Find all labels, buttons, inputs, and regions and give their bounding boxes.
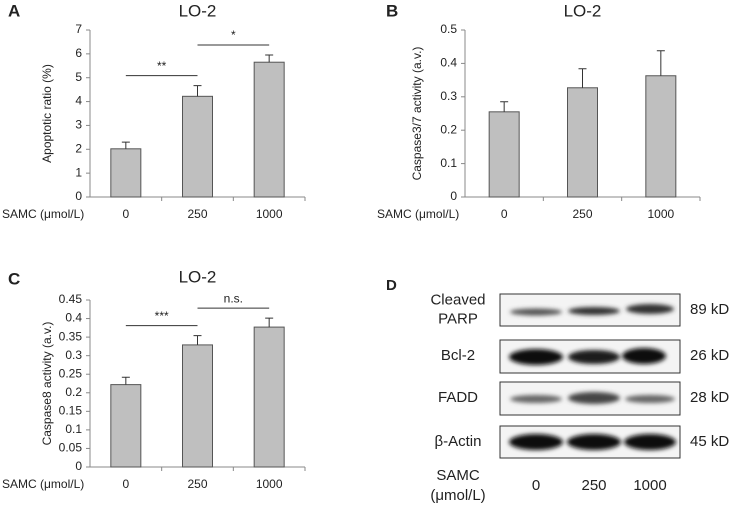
- x-tick-label: 250: [187, 207, 207, 221]
- chart-title: LO-2: [179, 1, 217, 20]
- x-tick-label: 0: [501, 207, 508, 221]
- blot-lane-label: 250: [581, 477, 606, 494]
- error-bar: [193, 335, 202, 345]
- y-tick-label: 0.2: [440, 122, 457, 136]
- blot-row-label: Cleaved: [430, 291, 485, 308]
- significance-label: *: [231, 28, 236, 42]
- y-tick-label: 0: [75, 459, 82, 473]
- chart-title: LO-2: [564, 1, 602, 20]
- significance-label: n.s.: [224, 291, 243, 305]
- y-tick-label: 0.15: [59, 404, 83, 418]
- error-bar: [265, 317, 274, 328]
- y-tick-label: 0.05: [59, 441, 83, 455]
- y-tick-label: 3: [75, 118, 82, 132]
- y-tick-label: 0.2: [65, 385, 82, 399]
- bar: [182, 344, 213, 468]
- significance-label: **: [157, 59, 167, 73]
- bar: [253, 61, 285, 198]
- y-tick-label: 7: [75, 22, 82, 36]
- blot-x-label: (μmol/L): [430, 487, 485, 504]
- y-tick-label: 0.25: [59, 366, 83, 380]
- y-tick-label: 0.4: [440, 56, 457, 70]
- blot-row-label: PARP: [438, 310, 478, 327]
- y-tick-label: 4: [75, 94, 82, 108]
- x-tick-label: 0: [122, 207, 129, 221]
- error-bar: [578, 68, 587, 88]
- x-tick-label: 250: [572, 207, 592, 221]
- panel-letter: A: [8, 1, 20, 20]
- blot-size-label: 26 kD: [690, 347, 729, 364]
- error-bar: [265, 54, 274, 63]
- y-tick-label: 0.5: [440, 22, 457, 36]
- y-tick-label: 5: [75, 70, 82, 84]
- y-tick-label: 6: [75, 46, 82, 60]
- x-tick-label: 0: [122, 477, 129, 491]
- y-tick-label: 0.1: [440, 156, 457, 170]
- blot-lane-label: 0: [532, 477, 540, 494]
- blot-row-label: FADD: [438, 389, 478, 406]
- x-axis-label: SAMC (μmol/L): [377, 207, 459, 221]
- blot-row-label: β-Actin: [435, 433, 482, 450]
- y-tick-label: 2: [75, 141, 82, 155]
- blot-lane-label: 1000: [633, 477, 666, 494]
- y-tick-label: 0.4: [65, 311, 82, 325]
- y-axis-label: Apoptotic ratio (%): [40, 64, 54, 163]
- y-tick-label: 0.3: [440, 89, 457, 103]
- y-tick-label: 0.45: [59, 292, 83, 306]
- x-axis-label: SAMC (μmol/L): [2, 477, 84, 491]
- y-tick-label: 0: [75, 189, 82, 203]
- y-tick-label: 0.3: [65, 348, 82, 362]
- panel-letter: C: [8, 269, 20, 288]
- blot-size-label: 28 kD: [690, 389, 729, 406]
- y-axis-label: Caspase3/7 activity (a.v.): [410, 47, 424, 181]
- y-tick-label: 1: [75, 165, 82, 179]
- error-bar: [121, 141, 130, 149]
- bar: [488, 111, 520, 198]
- chart-title: LO-2: [179, 267, 217, 286]
- western-blot: D Cleaved PARP 89 kD Bcl-2 26 kD FADD 28 kD β-A…: [386, 277, 729, 504]
- significance-label: ***: [155, 309, 169, 323]
- panel-letter: B: [386, 1, 398, 20]
- error-bar: [500, 101, 509, 112]
- y-tick-label: 0: [450, 189, 457, 203]
- y-tick-label: 0.35: [59, 329, 83, 343]
- x-tick-label: 1000: [256, 477, 283, 491]
- x-tick-label: 1000: [647, 207, 674, 221]
- error-bar: [193, 85, 202, 97]
- bar: [182, 95, 213, 198]
- y-axis-label: Caspase8 activity (a.v.): [40, 322, 54, 446]
- y-tick-label: 0.1: [65, 422, 82, 436]
- x-axis-label: SAMC (μmol/L): [2, 207, 84, 221]
- x-tick-label: 1000: [256, 207, 283, 221]
- error-bar: [121, 376, 130, 385]
- bands: [509, 304, 676, 450]
- blot-x-label: SAMC: [436, 467, 480, 484]
- bar: [567, 87, 598, 198]
- bar: [253, 326, 285, 468]
- bar: [645, 75, 677, 198]
- x-tick-label: 250: [187, 477, 207, 491]
- blot-size-label: 89 kD: [690, 301, 729, 318]
- blot-row-label: Bcl-2: [441, 347, 475, 364]
- error-bar: [656, 50, 665, 76]
- bar: [110, 384, 142, 468]
- bar: [110, 148, 142, 198]
- panel-letter: D: [386, 277, 397, 294]
- blot-size-label: 45 kD: [690, 433, 729, 450]
